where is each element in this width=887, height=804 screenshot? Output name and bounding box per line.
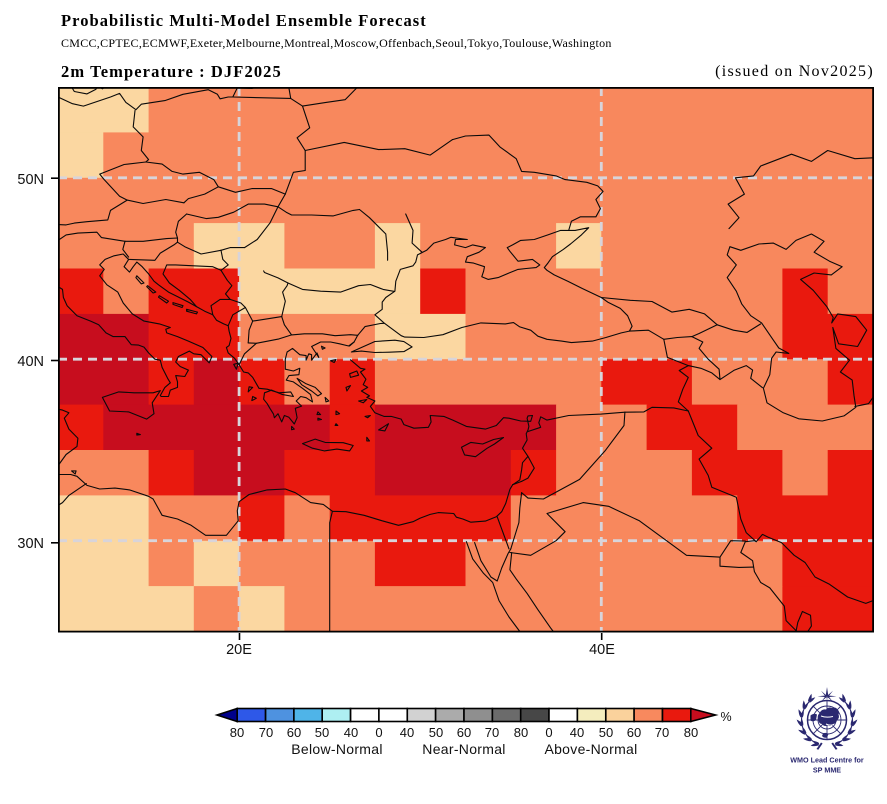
svg-text:WMO Lead Centre for: WMO Lead Centre for <box>790 756 864 765</box>
svg-text:SP MME: SP MME <box>813 766 841 775</box>
